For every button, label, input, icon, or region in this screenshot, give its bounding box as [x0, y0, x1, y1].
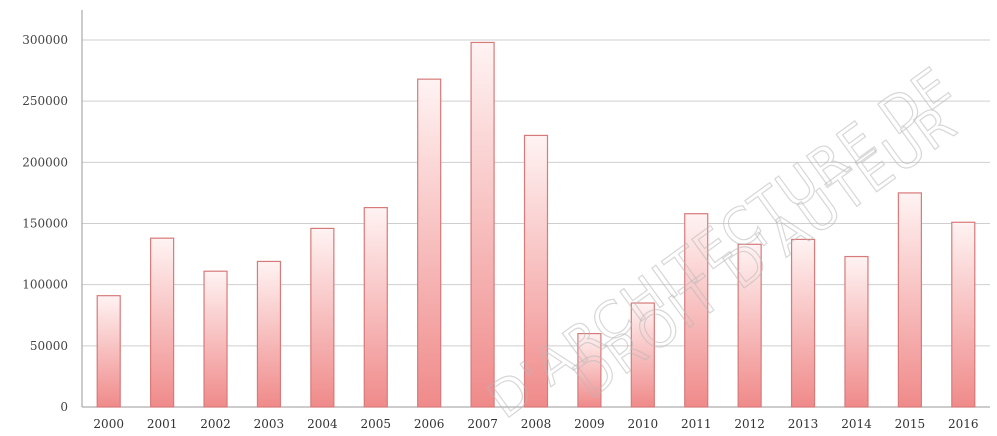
- x-tick-label: 2005: [360, 417, 391, 431]
- x-tick-label: 2000: [93, 417, 124, 431]
- x-tick-label: 2015: [895, 417, 926, 431]
- bar-2001: [150, 237, 175, 408]
- x-tick-label: 2002: [200, 417, 231, 431]
- bar-2004: [310, 227, 335, 408]
- x-tick-label: 2004: [307, 417, 338, 431]
- bar-2005: [363, 206, 388, 408]
- x-tick-label: 2003: [254, 417, 285, 431]
- bar-2012: [737, 243, 762, 408]
- bar-2006: [417, 78, 442, 408]
- bar-2016: [951, 221, 976, 408]
- y-tick-label: 150000: [22, 217, 68, 231]
- x-tick-label: 2006: [414, 417, 445, 431]
- bar-2008: [523, 134, 549, 408]
- bars: [96, 41, 976, 408]
- x-axis-ticks: 2000 2001 2002 2003 2004 2005 2006 2007 2008 2009…: [93, 417, 978, 431]
- bar-2013: [790, 238, 816, 408]
- x-tick-label: 2001: [147, 417, 178, 431]
- copyright-watermark: D'ARCHITECTURE DE DROIT D'AUTEUR: [477, 55, 968, 430]
- bar-2015: [897, 192, 922, 408]
- bar-2003: [256, 260, 282, 408]
- x-tick-label: 2010: [628, 417, 659, 431]
- bar-2007: [470, 41, 495, 408]
- x-tick-label: 2016: [948, 417, 979, 431]
- x-tick-label: 2014: [841, 417, 872, 431]
- bar-2014: [844, 255, 869, 408]
- y-axis-ticks: 0 50000 100000 150000 200000 250000 300000: [22, 33, 68, 414]
- x-tick-label: 2007: [467, 417, 498, 431]
- x-tick-label: 2008: [521, 417, 552, 431]
- y-tick-label: 200000: [22, 155, 68, 169]
- bar-2010: [630, 302, 655, 408]
- y-tick-label: 50000: [30, 339, 68, 353]
- x-tick-label: 2011: [681, 417, 712, 431]
- y-tick-label: 0: [60, 400, 68, 414]
- x-tick-label: 2012: [734, 417, 765, 431]
- x-tick-label: 2013: [788, 417, 819, 431]
- y-tick-label: 250000: [22, 94, 68, 108]
- y-tick-label: 300000: [22, 33, 68, 47]
- bar-2009: [577, 333, 602, 408]
- y-tick-label: 100000: [22, 278, 68, 292]
- bar-2000: [96, 295, 121, 408]
- x-tick-label: 2009: [574, 417, 605, 431]
- bar-2002: [203, 270, 228, 408]
- watermark-line-1: D'ARCHITECTURE DE: [478, 56, 962, 430]
- bar-2011: [684, 213, 709, 408]
